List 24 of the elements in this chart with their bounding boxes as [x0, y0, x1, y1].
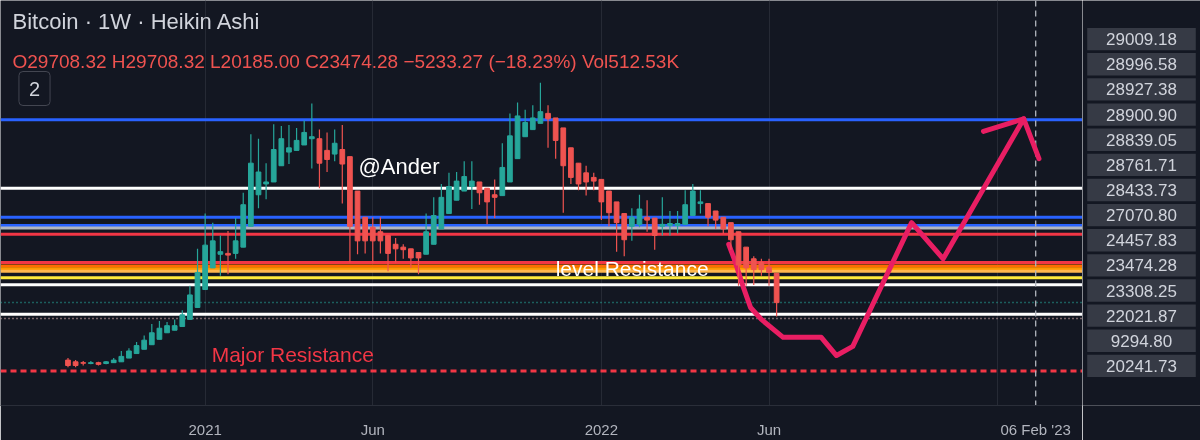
text: 20241.73 — [1106, 356, 1177, 376]
chart-title: Bitcoin · 1W · Heikin Ashi — [12, 8, 260, 34]
annotation: @Ander — [358, 153, 440, 179]
text: 24457.83 — [1106, 231, 1177, 251]
text: 28433.73 — [1106, 180, 1177, 200]
text: 23308.25 — [1106, 281, 1177, 301]
text: 22021.87 — [1106, 306, 1177, 326]
text: 9294.80 — [1110, 331, 1173, 351]
annotation: Major Resistance — [211, 342, 374, 366]
text: 29009.18 — [1106, 30, 1177, 50]
ref-line-label: 06 Feb '23 — [1000, 420, 1071, 438]
x-tick-label: 2021 — [188, 420, 222, 438]
text: 28900.90 — [1106, 105, 1177, 125]
x-tick-label: Jun — [360, 420, 385, 438]
text: 23474.28 — [1106, 256, 1177, 276]
text: 28996.58 — [1106, 55, 1177, 75]
text: 28927.38 — [1106, 80, 1177, 100]
chart-subtitle: O29708.32 H29708.32 L20185.00 C23474.28 −5233.27 (−18.23%) Vol512.53K — [12, 50, 680, 72]
text: 28761.71 — [1106, 155, 1177, 175]
text: 28839.05 — [1106, 130, 1177, 150]
x-tick-label: Jun — [756, 420, 782, 438]
text: 27070.80 — [1106, 206, 1177, 226]
x-tick-label: 2022 — [584, 420, 619, 438]
annotation: 2 — [28, 77, 41, 100]
